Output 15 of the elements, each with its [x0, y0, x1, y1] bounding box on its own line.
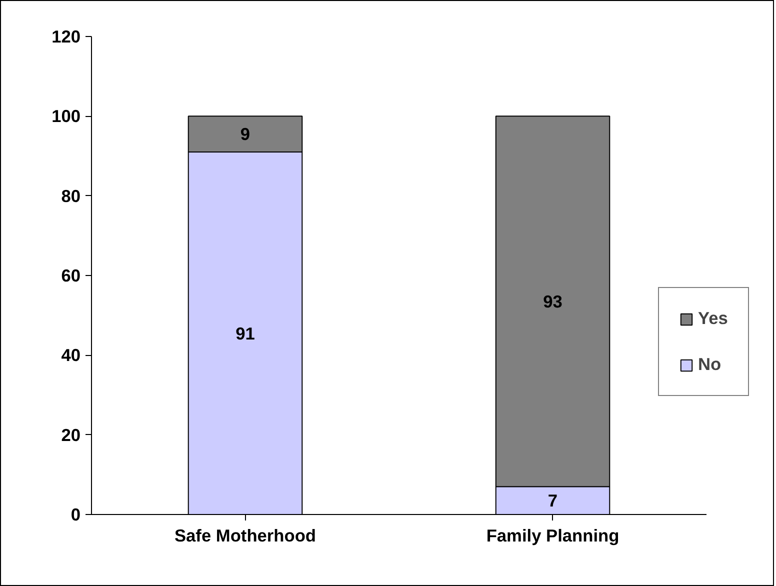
- data-label: 91: [236, 323, 256, 344]
- x-tick-label: Family Planning: [486, 526, 620, 546]
- legend-label: Yes: [698, 308, 728, 329]
- x-tick-label: Safe Motherhood: [174, 526, 316, 546]
- y-tick-label: 120: [52, 26, 81, 46]
- legend-label: No: [698, 354, 722, 375]
- y-tick-label: 100: [52, 106, 81, 126]
- data-label: 9: [240, 124, 250, 144]
- data-label: 93: [543, 291, 563, 312]
- y-tick-label: 60: [61, 266, 81, 286]
- y-tick-label: 40: [61, 345, 81, 366]
- y-tick-label: 80: [61, 186, 81, 206]
- y-tick-label: 20: [61, 424, 81, 445]
- data-label: 7: [548, 490, 558, 511]
- y-tick-label: 0: [70, 504, 81, 524]
